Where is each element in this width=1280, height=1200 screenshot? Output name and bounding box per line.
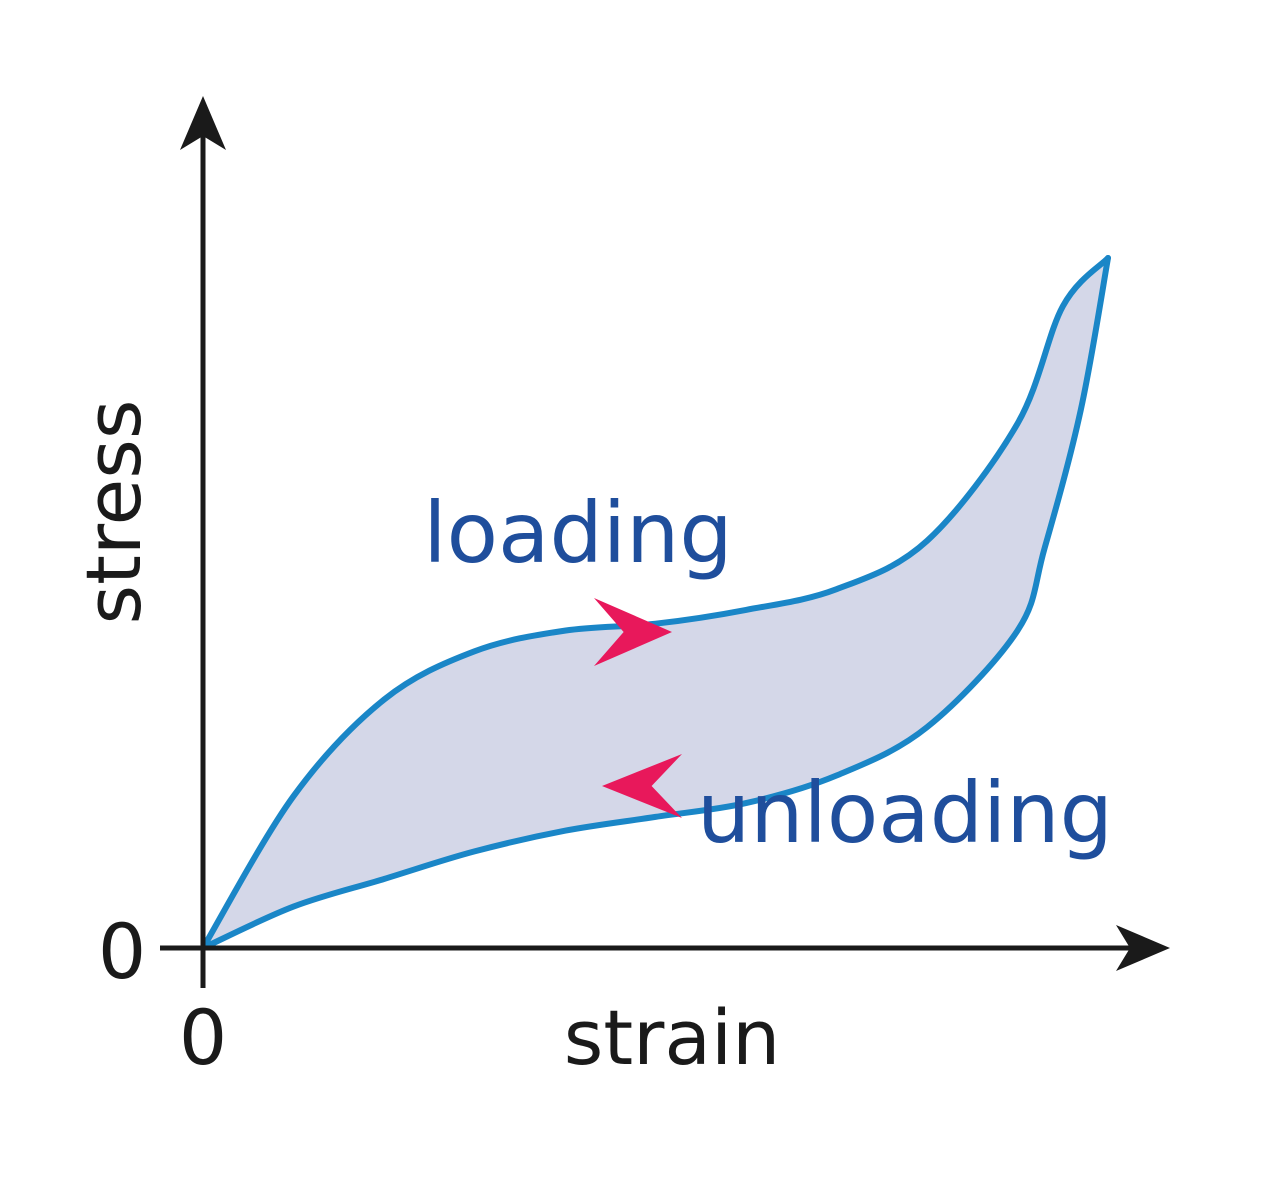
x-tick-label: 0	[179, 993, 227, 1082]
x-axis-label: strain	[564, 993, 781, 1082]
x-axis-arrowhead	[1116, 925, 1170, 971]
loading-series-label: loading	[423, 484, 732, 582]
y-tick-label: 0	[98, 907, 146, 996]
y-axis-arrowhead	[180, 96, 226, 150]
loading-direction-arrow	[594, 598, 672, 666]
y-axis-label: stress	[69, 400, 158, 625]
unloading-direction-arrow	[602, 754, 682, 818]
hysteresis-loop-area	[203, 258, 1108, 948]
loading-curve	[200, 255, 1111, 951]
unloading-series-label: unloading	[697, 764, 1113, 862]
unloading-curve	[200, 255, 1111, 951]
